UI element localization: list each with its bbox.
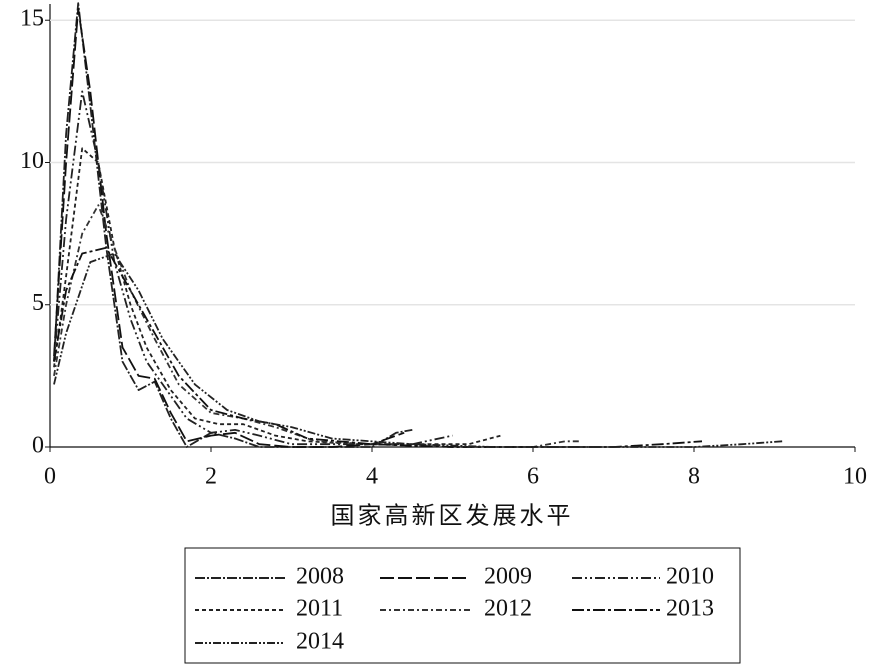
density-line — [53, 147, 502, 446]
legend-label: 2012 — [484, 596, 532, 622]
x-tick-label: 6 — [527, 464, 539, 490]
density-line — [53, 246, 703, 448]
x-tick-label: 0 — [44, 464, 56, 490]
x-tick-label: 4 — [366, 464, 378, 490]
legend-label: 2014 — [296, 629, 344, 655]
legend-label: 2008 — [296, 564, 344, 590]
legend-label: 2009 — [484, 564, 532, 590]
legend-label: 2013 — [666, 596, 714, 622]
y-tick-label: 15 — [20, 6, 44, 32]
x-tick-label: 8 — [688, 464, 700, 490]
x-tick-label: 10 — [843, 464, 867, 490]
y-tick-label: 0 — [32, 433, 44, 459]
density-line — [53, 90, 453, 446]
legend — [184, 547, 741, 664]
density-line — [53, 252, 783, 448]
y-tick-label: 10 — [20, 148, 44, 174]
legend-label: 2011 — [296, 596, 343, 622]
legend-label: 2010 — [666, 564, 714, 590]
density-line — [53, 7, 405, 448]
density-line — [53, 2, 413, 448]
x-axis-label: 国家高新区发展水平 — [331, 503, 574, 530]
y-tick-label: 5 — [32, 290, 44, 316]
x-tick-label: 2 — [205, 464, 217, 490]
